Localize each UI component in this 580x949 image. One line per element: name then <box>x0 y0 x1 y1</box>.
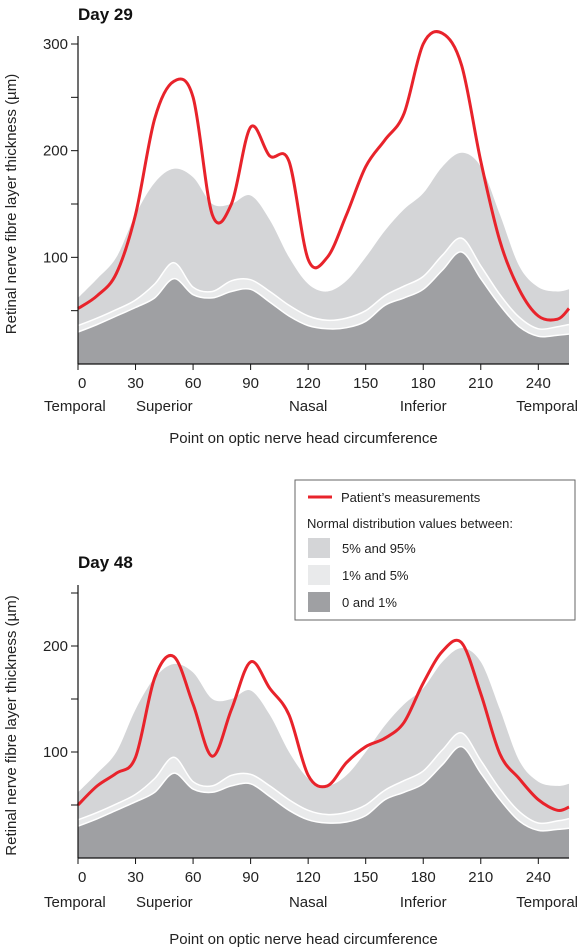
y-tick-label: 200 <box>43 638 68 655</box>
y-tick-label: 100 <box>43 249 68 266</box>
region-label-inferior: Inferior <box>400 398 447 415</box>
legend-label-1-5: 1% and 5% <box>342 568 409 583</box>
y-tick-label: 300 <box>43 36 68 53</box>
legend-swatch-1-5 <box>308 565 330 585</box>
legend-swatch-5-95 <box>308 538 330 558</box>
region-label-superior: Superior <box>136 398 193 415</box>
x-tick-label: 150 <box>353 869 378 886</box>
x-tick-label: 120 <box>296 869 321 886</box>
x-axis-label: Point on optic nerve head circumference <box>169 931 437 948</box>
y-tick-label: 100 <box>43 744 68 761</box>
region-label-temporal: Temporal <box>44 398 106 415</box>
legend-swatch-0-1 <box>308 592 330 612</box>
x-tick-label: 30 <box>127 869 144 886</box>
legend-heading: Normal distribution values between: <box>307 516 513 531</box>
region-label-temporal: Temporal <box>44 894 106 911</box>
region-label-nasal: Nasal <box>289 398 327 415</box>
legend-label-5-95: 5% and 95% <box>342 541 416 556</box>
patient-line <box>77 30 571 322</box>
chart-day-29: 100 200 300 0 30 60 90 120 150 180 210 240 Temporal S… <box>3 5 578 447</box>
legend-label-0-1: 0 and 1% <box>342 595 397 610</box>
x-tick-label: 120 <box>296 375 321 392</box>
x-tick-label: 30 <box>127 375 144 392</box>
x-tick-label: 150 <box>353 375 378 392</box>
chart-day-48: 100 200 0 30 60 90 120 150 180 210 240 Temporal Supe… <box>3 553 578 948</box>
region-label-temporal: Temporal <box>516 894 578 911</box>
x-tick-label: 180 <box>411 869 436 886</box>
region-label-inferior: Inferior <box>400 894 447 911</box>
x-tick-label: 60 <box>185 869 202 886</box>
region-label-nasal: Nasal <box>289 894 327 911</box>
patient-line <box>76 638 570 813</box>
x-tick-label: 0 <box>78 869 86 886</box>
region-label-temporal: Temporal <box>516 398 578 415</box>
band-0-and-1- <box>78 746 569 858</box>
legend: Patient’s measurements Normal distributi… <box>294 479 576 621</box>
x-tick-label: 90 <box>242 375 259 392</box>
x-tick-label: 240 <box>526 375 551 392</box>
band-edge-0 <box>77 251 570 338</box>
x-tick-label: 180 <box>411 375 436 392</box>
chart-title: Day 48 <box>78 553 133 572</box>
y-tick-label: 200 <box>43 143 68 160</box>
region-label-superior: Superior <box>136 894 193 911</box>
band-0-and-1- <box>78 251 569 364</box>
y-axis-label: Retinal nerve fibre layer thickness (µm) <box>3 595 20 855</box>
x-tick-label: 0 <box>78 375 86 392</box>
x-tick-label: 210 <box>468 375 493 392</box>
x-axis-label: Point on optic nerve head circumference <box>169 430 437 447</box>
band-edge-1 <box>77 732 570 825</box>
chart-title: Day 29 <box>78 5 133 24</box>
x-tick-label: 240 <box>526 869 551 886</box>
legend-box <box>294 479 576 621</box>
x-tick-label: 60 <box>185 375 202 392</box>
y-axis-label: Retinal nerve fibre layer thickness (µm) <box>3 74 20 334</box>
x-tick-label: 210 <box>468 869 493 886</box>
band-edge-0 <box>77 745 570 832</box>
band-edge-1 <box>77 237 570 330</box>
x-tick-label: 90 <box>242 869 259 886</box>
legend-line-label: Patient’s measurements <box>341 490 481 505</box>
